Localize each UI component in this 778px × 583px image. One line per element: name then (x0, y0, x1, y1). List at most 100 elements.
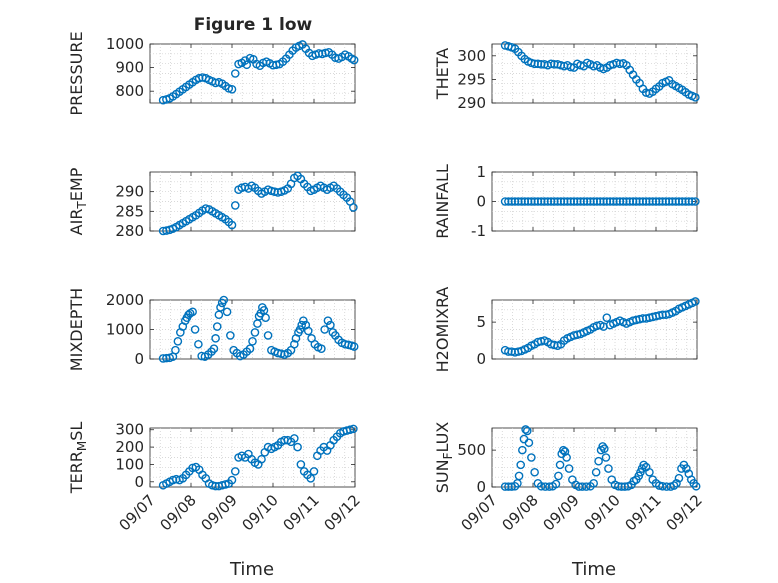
x-tick-label: 09/12 (321, 491, 364, 534)
y-tick-label: 2000 (106, 291, 144, 309)
subplot-terr-msl: 0100200300TERRMSL09/0709/0809/0909/1009/… (67, 421, 364, 535)
data-point (566, 62, 576, 72)
y-tick-label: 290 (457, 94, 486, 112)
data-point (242, 60, 252, 70)
x-tick-label: 09/08 (157, 491, 200, 534)
data-point (219, 295, 229, 305)
data-point (320, 325, 329, 334)
y-tick-label: 300 (457, 47, 486, 65)
x-tick-label: 09/09 (540, 491, 583, 534)
data-point (521, 425, 530, 434)
data-point (658, 481, 667, 491)
data-point (317, 344, 326, 353)
data-point (518, 445, 527, 455)
data-point (226, 331, 235, 340)
data-point (559, 445, 568, 455)
data-point (551, 479, 561, 489)
data-series (500, 297, 700, 357)
data-point (514, 471, 524, 481)
y-axis-label: AIRTEMP (67, 167, 89, 235)
y-tick-label: 295 (457, 70, 486, 88)
data-point (295, 325, 305, 334)
data-point (230, 467, 240, 476)
data-point (261, 313, 270, 323)
data-point (589, 479, 598, 488)
x-tick-label: 09/11 (280, 491, 323, 534)
data-point (303, 326, 313, 336)
data-series (158, 171, 358, 236)
data-series (500, 41, 700, 102)
data-point (674, 473, 684, 483)
y-tick-label: 1000 (106, 35, 144, 53)
data-series (500, 425, 701, 491)
data-point (306, 474, 316, 483)
y-tick-label: 0 (476, 350, 486, 368)
data-point (188, 307, 197, 317)
data-point (691, 481, 701, 491)
x-tick-label: 09/07 (458, 491, 501, 534)
data-point (227, 85, 237, 94)
data-point (222, 307, 232, 317)
data-point (171, 345, 180, 355)
data-point (564, 464, 574, 473)
data-point (639, 460, 649, 470)
data-point (296, 460, 306, 469)
data-point (194, 339, 203, 349)
data-point (248, 336, 257, 346)
data-point (290, 339, 299, 349)
y-axis-label: RAINFALL (433, 164, 452, 239)
data-point (604, 464, 613, 473)
data-point (601, 453, 611, 462)
data-point (691, 197, 700, 206)
data-point (297, 320, 307, 330)
y-tick-label: 0 (134, 473, 144, 491)
data-point (212, 322, 222, 331)
x-tick-label: 09/10 (581, 491, 624, 534)
y-axis-label: THETA (433, 48, 452, 100)
data-point (687, 197, 697, 206)
data-point (227, 475, 237, 485)
data-point (555, 460, 565, 470)
data-point (230, 201, 240, 210)
data-series (158, 424, 358, 491)
data-point (598, 442, 608, 451)
data-point (290, 434, 299, 443)
data-point (562, 453, 571, 462)
data-point (602, 313, 612, 323)
data-point (240, 56, 250, 65)
data-point (530, 467, 539, 477)
data-point (691, 297, 700, 306)
data-point (323, 316, 333, 325)
data-point (250, 328, 260, 337)
data-point (554, 471, 563, 481)
y-axis-label: PRESSURE (67, 31, 86, 115)
x-tick-label: 09/08 (499, 491, 542, 534)
subplot-h2omixra: 0 5 H2OMIXRA (433, 287, 700, 373)
y-tick-label: -1 (471, 222, 486, 240)
y-tick-label: 285 (115, 202, 144, 220)
data-point (682, 464, 691, 473)
data-point (293, 442, 302, 452)
data-point (349, 424, 358, 434)
data-point (591, 467, 601, 477)
y-axis-label: H2OMIXRA (433, 287, 452, 373)
data-point (582, 482, 591, 491)
y-tick-label: 1 (476, 163, 486, 181)
data-point (245, 344, 255, 353)
data-point (669, 481, 679, 490)
data-point (594, 456, 603, 466)
data-point (536, 481, 546, 491)
y-tick-label: 900 (115, 59, 144, 77)
data-point (309, 467, 319, 476)
y-axis-label: SUNFLUX (433, 422, 455, 494)
y-tick-label: 1000 (106, 321, 144, 339)
y-tick-label: 0 (134, 350, 144, 368)
data-point (326, 320, 335, 330)
y-tick-label: 200 (115, 438, 144, 456)
data-point (516, 460, 526, 470)
y-tick-label: 0 (476, 478, 486, 496)
x-tick-label: 09/09 (198, 491, 241, 534)
data-series (500, 197, 700, 206)
